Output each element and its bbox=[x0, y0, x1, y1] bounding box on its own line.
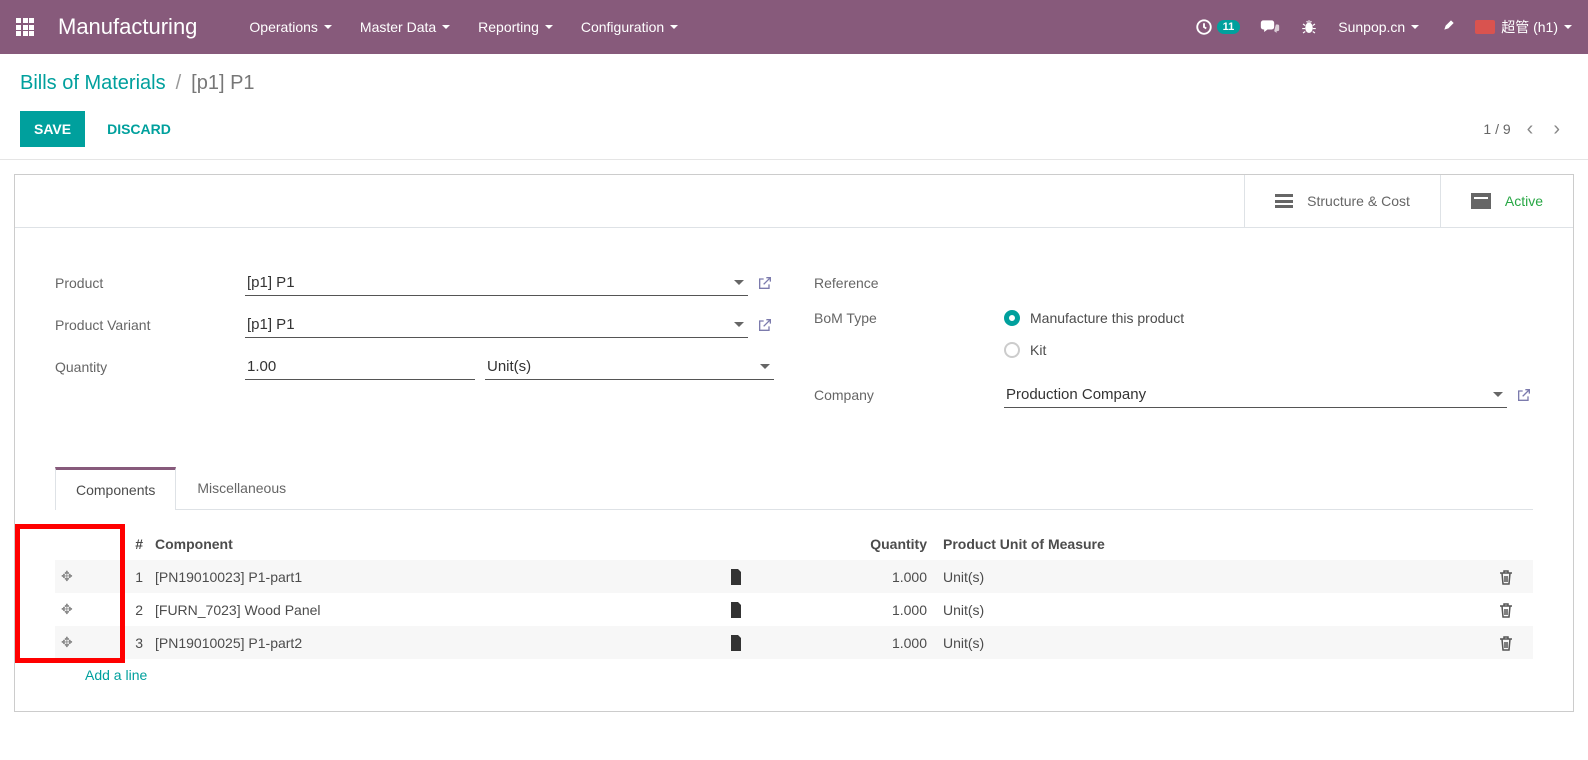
cell-component[interactable]: [PN19010025] P1-part2 bbox=[149, 626, 723, 659]
cell-uom[interactable]: Unit(s) bbox=[933, 593, 1233, 626]
activities-badge: 11 bbox=[1217, 20, 1241, 34]
delete-row-icon[interactable] bbox=[1499, 602, 1527, 618]
internal-link-icon[interactable] bbox=[729, 635, 757, 651]
bom-type-label: BoM Type bbox=[814, 310, 1004, 326]
breadcrumb-separator: / bbox=[176, 72, 182, 95]
add-line-link[interactable]: Add a line bbox=[55, 659, 1533, 691]
app-brand[interactable]: Manufacturing bbox=[58, 14, 197, 40]
archive-icon bbox=[1471, 193, 1491, 209]
bom-type-manufacture[interactable]: Manufacture this product bbox=[1004, 310, 1184, 326]
external-link-icon[interactable] bbox=[1515, 386, 1533, 404]
menu-operations[interactable]: Operations bbox=[237, 11, 343, 43]
chevron-down-icon[interactable] bbox=[760, 364, 770, 369]
discard-button[interactable]: DISCARD bbox=[93, 111, 185, 147]
pager-next-icon[interactable]: › bbox=[1549, 116, 1564, 143]
col-uom: Product Unit of Measure bbox=[933, 528, 1233, 560]
external-link-icon[interactable] bbox=[756, 316, 774, 334]
external-link-icon[interactable] bbox=[756, 274, 774, 292]
company-label: Company bbox=[814, 387, 1004, 403]
pager-prev-icon[interactable]: ‹ bbox=[1523, 116, 1538, 143]
delete-row-icon[interactable] bbox=[1499, 635, 1527, 651]
cell-component[interactable]: [FURN_7023] Wood Panel bbox=[149, 593, 723, 626]
table-row[interactable]: ✥ 1[PN19010023] P1-part1 1.000Unit(s) bbox=[55, 560, 1533, 593]
col-seq: # bbox=[89, 528, 149, 560]
internal-link-icon[interactable] bbox=[729, 602, 757, 618]
cell-qty[interactable]: 1.000 bbox=[763, 626, 933, 659]
cell-seq: 1 bbox=[89, 560, 149, 593]
radio-off-icon bbox=[1004, 342, 1020, 358]
company-switcher[interactable]: Sunpop.cn bbox=[1338, 19, 1419, 35]
systray: 11 Sunpop.cn 超管 (h1) bbox=[1195, 17, 1572, 37]
active-toggle-button[interactable]: Active bbox=[1440, 175, 1573, 227]
main-menu: Operations Master Data Reporting Configu… bbox=[237, 11, 690, 43]
tab-miscellaneous[interactable]: Miscellaneous bbox=[176, 467, 307, 510]
status-bar: Structure & Cost Active bbox=[15, 175, 1573, 228]
company-input[interactable] bbox=[1004, 382, 1493, 407]
form-sheet: Structure & Cost Active Product bbox=[14, 174, 1574, 712]
internal-link-icon[interactable] bbox=[729, 569, 757, 585]
apps-icon[interactable] bbox=[16, 18, 34, 36]
breadcrumb: Bills of Materials / [p1] P1 bbox=[20, 72, 1564, 95]
pager: 1 / 9 ‹ › bbox=[1483, 116, 1564, 143]
activities-icon[interactable]: 11 bbox=[1195, 18, 1241, 36]
menu-configuration[interactable]: Configuration bbox=[569, 11, 690, 43]
menu-master-data[interactable]: Master Data bbox=[348, 11, 462, 43]
cell-seq: 2 bbox=[89, 593, 149, 626]
chevron-down-icon[interactable] bbox=[1493, 392, 1503, 397]
col-qty: Quantity bbox=[763, 528, 933, 560]
pager-text[interactable]: 1 / 9 bbox=[1483, 121, 1510, 137]
list-icon bbox=[1275, 194, 1293, 208]
control-panel: Bills of Materials / [p1] P1 SAVE DISCAR… bbox=[0, 54, 1588, 160]
table-row[interactable]: ✥ 3[PN19010025] P1-part2 1.000Unit(s) bbox=[55, 626, 1533, 659]
chevron-down-icon[interactable] bbox=[734, 322, 744, 327]
cell-qty[interactable]: 1.000 bbox=[763, 593, 933, 626]
drag-handle-icon[interactable]: ✥ bbox=[61, 634, 73, 650]
top-navbar: Manufacturing Operations Master Data Rep… bbox=[0, 0, 1588, 54]
chevron-down-icon[interactable] bbox=[734, 280, 744, 285]
bom-type-kit[interactable]: Kit bbox=[1004, 342, 1046, 358]
radio-on-icon bbox=[1004, 310, 1020, 326]
reference-label: Reference bbox=[814, 275, 1004, 291]
product-input[interactable] bbox=[245, 270, 734, 295]
variant-label: Product Variant bbox=[55, 317, 245, 333]
table-row[interactable]: ✥ 2[FURN_7023] Wood Panel 1.000Unit(s) bbox=[55, 593, 1533, 626]
user-menu[interactable]: 超管 (h1) bbox=[1475, 17, 1572, 37]
menu-reporting[interactable]: Reporting bbox=[466, 11, 565, 43]
save-button[interactable]: SAVE bbox=[20, 111, 85, 147]
product-label: Product bbox=[55, 275, 245, 291]
cell-qty[interactable]: 1.000 bbox=[763, 560, 933, 593]
breadcrumb-current: [p1] P1 bbox=[191, 72, 254, 95]
cell-seq: 3 bbox=[89, 626, 149, 659]
quantity-label: Quantity bbox=[55, 359, 245, 375]
messaging-icon[interactable] bbox=[1260, 18, 1280, 36]
cell-uom[interactable]: Unit(s) bbox=[933, 560, 1233, 593]
structure-cost-button[interactable]: Structure & Cost bbox=[1244, 175, 1440, 227]
notebook-tabs: Components Miscellaneous bbox=[55, 466, 1533, 510]
quantity-uom-input[interactable] bbox=[485, 354, 760, 379]
debug-icon[interactable] bbox=[1300, 18, 1318, 36]
col-component: Component bbox=[149, 528, 723, 560]
user-avatar-icon bbox=[1475, 20, 1495, 34]
tab-components[interactable]: Components bbox=[55, 467, 176, 510]
breadcrumb-root[interactable]: Bills of Materials bbox=[20, 72, 166, 95]
quantity-input[interactable] bbox=[245, 354, 475, 380]
tools-icon[interactable] bbox=[1439, 19, 1455, 35]
components-table: # Component Quantity Product Unit of Mea… bbox=[55, 528, 1533, 659]
drag-handle-icon[interactable]: ✥ bbox=[61, 601, 73, 617]
drag-handle-icon[interactable]: ✥ bbox=[61, 568, 73, 584]
cell-uom[interactable]: Unit(s) bbox=[933, 626, 1233, 659]
cell-component[interactable]: [PN19010023] P1-part1 bbox=[149, 560, 723, 593]
variant-input[interactable] bbox=[245, 312, 734, 337]
delete-row-icon[interactable] bbox=[1499, 569, 1527, 585]
